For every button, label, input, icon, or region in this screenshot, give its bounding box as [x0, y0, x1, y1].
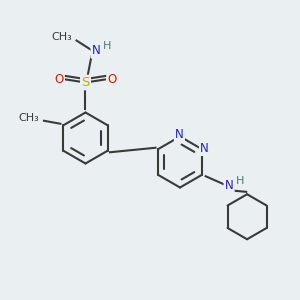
Text: O: O [107, 73, 117, 86]
Text: H: H [236, 176, 244, 186]
Text: N: N [225, 179, 233, 192]
Text: S: S [81, 76, 90, 89]
Text: H: H [103, 41, 111, 51]
Text: N: N [92, 44, 100, 58]
Text: N: N [200, 142, 209, 155]
Text: CH₃: CH₃ [51, 32, 72, 43]
Text: O: O [54, 73, 64, 86]
Text: CH₃: CH₃ [19, 113, 39, 123]
Text: N: N [175, 128, 184, 142]
